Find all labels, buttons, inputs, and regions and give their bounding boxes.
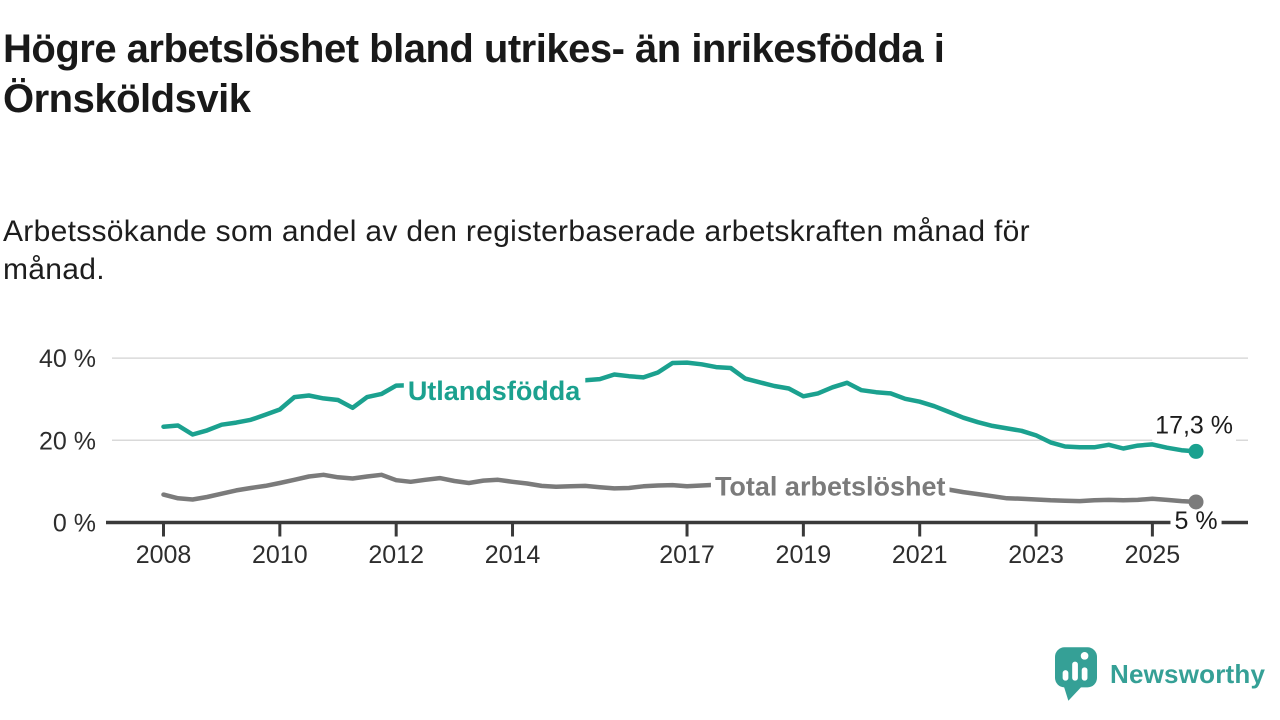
page-title: Högre arbetslöshet bland utrikes- än inr… [3,24,1243,124]
x-axis-tick-label: 2025 [1125,541,1181,569]
label-mask [403,373,586,408]
y-axis-tick-label: 20 % [39,427,96,455]
end-value-label-utlandsfodda: 17,3 % [1155,411,1233,439]
series-label-utlandsfodda: Utlandsfödda [408,376,581,406]
newsworthy-wordmark: Newsworthy [1110,658,1266,689]
y-axis-tick-label: 0 % [53,510,96,538]
series-line-total [161,472,1199,505]
series-label-total: Total arbetslöshet [715,471,946,501]
subtitle-line-2: månad. [3,253,105,286]
series-end-dot-utlandsfodda [1188,443,1204,459]
end-value-label-total: 5 % [1174,507,1217,535]
subtitle-line-1: Arbetssökande som andel av den registerb… [3,215,1030,248]
x-axis-tick-label: 2012 [368,541,424,569]
title-line-2: Örnsköldsvik [3,77,251,121]
x-axis-tick-label: 2010 [252,541,308,569]
y-axis-tick-label: 40 % [39,345,96,373]
chart-subtitle: Arbetssökande som andel av den registerb… [3,213,1243,289]
x-axis-tick-label: 2021 [892,541,948,569]
x-axis-tick-label: 2019 [776,541,832,569]
newsworthy-logo: Newsworthy [1055,647,1265,701]
label-mask [1152,409,1237,442]
series-line-utlandsfodda [161,360,1199,454]
title-line-1: Högre arbetslöshet bland utrikes- än inr… [3,27,945,71]
x-axis-tick-label: 2017 [659,541,715,569]
x-axis-tick-label: 2008 [136,541,192,569]
series-end-dot-total [1188,494,1204,510]
label-mask [1170,504,1222,537]
newsworthy-bubble-chart-icon [1055,647,1097,701]
label-mask [710,469,950,504]
x-axis-tick-label: 2014 [485,541,541,569]
x-axis-tick-label: 2023 [1008,541,1064,569]
